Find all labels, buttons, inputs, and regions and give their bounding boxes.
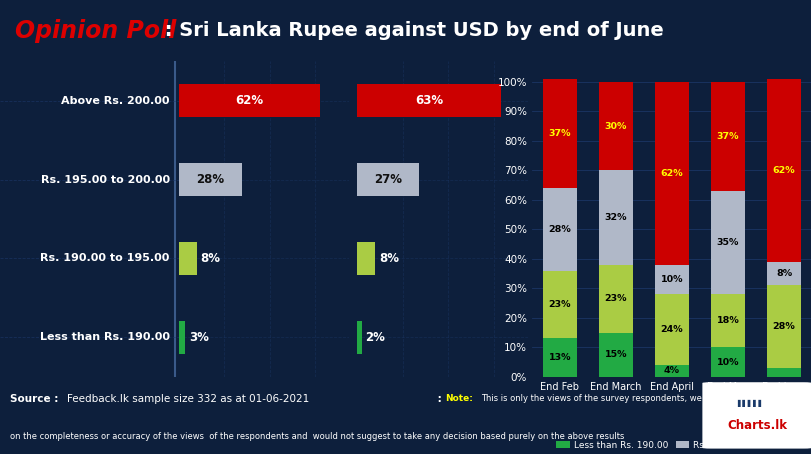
Bar bbox=[710, 82, 744, 191]
Text: Rs. 195.00 to 200.00: Rs. 195.00 to 200.00 bbox=[41, 175, 169, 185]
Text: 2%: 2% bbox=[365, 331, 384, 344]
Text: 63%: 63% bbox=[414, 94, 443, 107]
Text: Above Rs. 200.00: Above Rs. 200.00 bbox=[61, 96, 169, 106]
Text: 32%: 32% bbox=[604, 213, 626, 222]
Text: 10%: 10% bbox=[716, 358, 738, 366]
Text: 8%: 8% bbox=[200, 252, 220, 265]
Text: 28%: 28% bbox=[547, 225, 571, 234]
Bar bbox=[599, 333, 632, 377]
Text: Opinion Poll: Opinion Poll bbox=[15, 19, 176, 43]
Bar bbox=[178, 321, 185, 354]
Bar bbox=[710, 294, 744, 347]
Text: ▌▌▌▌▌: ▌▌▌▌▌ bbox=[736, 400, 762, 407]
Text: Feedback.lk sample size 332 as at 01-06-2021: Feedback.lk sample size 332 as at 01-06-… bbox=[67, 394, 308, 404]
Text: 18%: 18% bbox=[715, 316, 739, 326]
Bar bbox=[543, 188, 576, 271]
Text: 3%: 3% bbox=[189, 331, 208, 344]
Bar bbox=[178, 242, 196, 275]
Text: Less than Rs. 190.00: Less than Rs. 190.00 bbox=[40, 332, 169, 342]
Bar bbox=[766, 79, 800, 262]
Text: 10%: 10% bbox=[660, 275, 682, 284]
Text: 27%: 27% bbox=[374, 173, 401, 186]
Bar bbox=[543, 79, 576, 188]
Text: 28%: 28% bbox=[771, 322, 795, 331]
Bar bbox=[357, 242, 375, 275]
Text: Source :: Source : bbox=[10, 394, 58, 404]
Bar bbox=[599, 265, 632, 333]
Text: 35%: 35% bbox=[716, 238, 738, 247]
Text: on the completeness or accuracy of the views  of the respondents and  would not : on the completeness or accuracy of the v… bbox=[10, 432, 624, 441]
Text: 15%: 15% bbox=[604, 350, 626, 359]
Bar bbox=[654, 82, 688, 265]
Bar bbox=[710, 191, 744, 294]
Bar bbox=[543, 339, 576, 377]
Bar bbox=[766, 368, 800, 377]
Text: : Sri Lanka Rupee against USD by end of June: : Sri Lanka Rupee against USD by end of … bbox=[158, 21, 663, 40]
Text: 62%: 62% bbox=[234, 94, 263, 107]
FancyBboxPatch shape bbox=[702, 382, 811, 449]
Text: 24%: 24% bbox=[660, 325, 682, 334]
Text: This is only the views of the survey respondents, we do not take responsibility: This is only the views of the survey res… bbox=[480, 394, 810, 403]
Bar bbox=[654, 265, 688, 294]
Text: 8%: 8% bbox=[775, 269, 791, 278]
Text: 13%: 13% bbox=[548, 353, 570, 362]
Bar bbox=[178, 84, 320, 117]
Text: Rs. 190.00 to 195.00: Rs. 190.00 to 195.00 bbox=[41, 253, 169, 263]
Bar bbox=[543, 271, 576, 339]
Bar bbox=[766, 262, 800, 286]
Text: Charts.lk: Charts.lk bbox=[727, 419, 786, 432]
Bar bbox=[178, 163, 242, 196]
Text: 37%: 37% bbox=[716, 132, 738, 141]
Bar bbox=[599, 170, 632, 265]
Legend: Less than Rs. 190.00, Rs. 190.00 to 195.00, Rs. 195.00 to 200.00, Above Rs. 200.: Less than Rs. 190.00, Rs. 190.00 to 195.… bbox=[552, 437, 790, 454]
Bar bbox=[357, 163, 418, 196]
Text: 23%: 23% bbox=[548, 300, 570, 309]
Text: 62%: 62% bbox=[772, 166, 794, 175]
Bar bbox=[357, 84, 500, 117]
Bar bbox=[357, 321, 362, 354]
Bar bbox=[654, 365, 688, 377]
Text: 23%: 23% bbox=[604, 294, 626, 303]
Bar bbox=[710, 347, 744, 377]
Text: 28%: 28% bbox=[196, 173, 225, 186]
Text: :: : bbox=[434, 394, 445, 404]
Text: Note:: Note: bbox=[444, 394, 472, 403]
Bar bbox=[766, 286, 800, 368]
Text: 62%: 62% bbox=[660, 169, 682, 178]
Text: 30%: 30% bbox=[604, 122, 626, 131]
Text: 8%: 8% bbox=[379, 252, 398, 265]
Bar bbox=[654, 294, 688, 365]
Bar bbox=[599, 82, 632, 170]
Text: 4%: 4% bbox=[663, 366, 679, 375]
Text: 37%: 37% bbox=[548, 129, 570, 138]
